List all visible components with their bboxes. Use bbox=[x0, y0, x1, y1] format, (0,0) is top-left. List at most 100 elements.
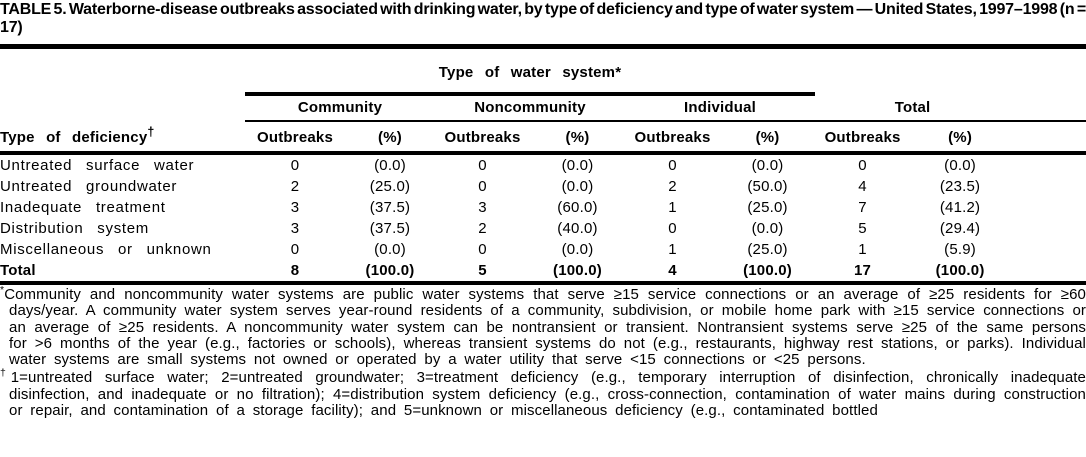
cell-value: 5 bbox=[858, 220, 867, 237]
cell-value: (37.5) bbox=[369, 220, 411, 237]
group-header-community: Community bbox=[245, 94, 435, 122]
cell-value: (0.0) bbox=[561, 157, 594, 174]
cell-value: 0 bbox=[290, 157, 300, 174]
footnote-text: 1=untreated surface water; 2=untreated g… bbox=[9, 369, 1086, 420]
spacer-cell bbox=[1010, 94, 1086, 122]
cell-value: (41.2) bbox=[939, 199, 981, 216]
col-header-percent: (%) bbox=[910, 121, 1011, 155]
total-row: Total 8 (100.0) 5 (100.0) 4 (100.0) 17 (… bbox=[0, 260, 1086, 285]
cell-value: (100.0) bbox=[720, 260, 816, 285]
cell-value: (37.5) bbox=[369, 199, 411, 216]
cell-value: (29.4) bbox=[939, 220, 981, 237]
cell-value: (40.0) bbox=[557, 220, 598, 237]
spanner-text: Type of water system bbox=[438, 64, 616, 81]
cell-value: 2 bbox=[290, 178, 300, 195]
deficiency-column-header: Type of deficiency† bbox=[0, 121, 245, 155]
cell-value: (100.0) bbox=[910, 260, 1011, 285]
cell-value: (50.0) bbox=[747, 178, 788, 195]
deficiency-footnote-mark: † bbox=[147, 125, 155, 139]
row-label: Total bbox=[0, 260, 245, 285]
group-header-row: Community Noncommunity Individual Total bbox=[0, 94, 1086, 122]
horizontal-rule-top bbox=[0, 44, 1086, 49]
cell-value: 0 bbox=[478, 241, 487, 258]
cell-value: 4 bbox=[858, 178, 867, 195]
group-header-individual: Individual bbox=[625, 94, 816, 122]
footnote-mark-asterisk: * bbox=[0, 284, 5, 296]
table-row: Distribution system 3 (37.5) 2 (40.0) 0 … bbox=[0, 218, 1086, 239]
col-header-percent: (%) bbox=[720, 121, 816, 155]
col-header-percent: (%) bbox=[345, 121, 435, 155]
spacer-cell bbox=[1010, 153, 1086, 176]
row-label: Inadequate treatment bbox=[0, 199, 166, 216]
spacer-cell bbox=[0, 49, 245, 94]
cell-value: (60.0) bbox=[557, 199, 598, 216]
cell-value: 1 bbox=[668, 199, 677, 216]
cell-value: (0.0) bbox=[561, 241, 594, 258]
cell-value: 2 bbox=[478, 220, 487, 237]
cell-value: (0.0) bbox=[374, 241, 406, 258]
cell-value: (0.0) bbox=[944, 157, 976, 174]
spanner-row: Type of water system* bbox=[0, 49, 1086, 96]
cell-value: (0.0) bbox=[751, 220, 784, 237]
cell-value: 0 bbox=[478, 157, 487, 174]
col-header-outbreaks: Outbreaks bbox=[435, 121, 530, 155]
footnote-water-systems: *Community and noncommunity water system… bbox=[0, 284, 1086, 369]
table-row: Inadequate treatment 3 (37.5) 3 (60.0) 1… bbox=[0, 197, 1086, 218]
cell-value: (25.0) bbox=[747, 241, 788, 258]
group-header-noncommunity: Noncommunity bbox=[435, 94, 625, 122]
column-header-row: Type of deficiency† Outbreaks (%) Outbre… bbox=[0, 121, 1086, 155]
row-label: Miscellaneous or unknown bbox=[0, 241, 212, 258]
cell-value: (5.9) bbox=[944, 241, 976, 258]
cell-value: 3 bbox=[290, 199, 300, 216]
col-header-percent: (%) bbox=[530, 121, 625, 155]
col-header-outbreaks: Outbreaks bbox=[625, 121, 720, 155]
cell-value: 8 bbox=[245, 260, 345, 285]
row-label: Untreated groundwater bbox=[0, 178, 178, 195]
cell-value: 1 bbox=[668, 241, 677, 258]
footnote-text: Community and noncommunity water systems… bbox=[4, 286, 1086, 369]
row-label: Untreated surface water bbox=[0, 157, 195, 174]
spanner-footnote-mark: * bbox=[615, 64, 622, 81]
spacer-cell bbox=[1010, 218, 1086, 239]
footnote-mark-dagger: † bbox=[0, 367, 11, 380]
cell-value: 0 bbox=[858, 157, 867, 174]
spacer-cell bbox=[0, 94, 245, 121]
cell-value: (23.5) bbox=[939, 178, 981, 195]
group-header-total: Total bbox=[815, 94, 1011, 122]
spacer-cell bbox=[1010, 239, 1086, 260]
col-header-outbreaks: Outbreaks bbox=[245, 121, 345, 155]
cell-value: 0 bbox=[290, 241, 300, 258]
spacer-cell bbox=[1010, 197, 1086, 218]
cell-value: 5 bbox=[435, 260, 530, 285]
cell-value: 17 bbox=[815, 260, 911, 285]
spacer-cell bbox=[815, 49, 1086, 94]
table-row: Miscellaneous or unknown 0 (0.0) 0 (0.0)… bbox=[0, 239, 1086, 260]
footnote-deficiency-codes: †1=untreated surface water; 2=untreated … bbox=[0, 367, 1086, 420]
footnotes-section: *Community and noncommunity water system… bbox=[0, 284, 1086, 420]
cell-value: (25.0) bbox=[369, 178, 411, 195]
row-label: Distribution system bbox=[0, 220, 150, 237]
spacer-cell bbox=[1010, 176, 1086, 197]
spacer-cell bbox=[1010, 260, 1086, 285]
cell-value: 0 bbox=[478, 178, 487, 195]
cell-value: 3 bbox=[290, 220, 300, 237]
cell-value: 3 bbox=[478, 199, 487, 216]
cell-value: (25.0) bbox=[747, 199, 788, 216]
deficiency-header-text: Type of deficiency bbox=[0, 129, 148, 146]
cell-value: 7 bbox=[858, 199, 867, 216]
cell-value: 0 bbox=[668, 220, 677, 237]
outbreaks-table: Type of water system* Community Noncommu… bbox=[0, 49, 1086, 285]
cell-value: (0.0) bbox=[374, 157, 406, 174]
cell-value: (100.0) bbox=[345, 260, 435, 285]
cell-value: (100.0) bbox=[530, 260, 625, 285]
spanner-header: Type of water system* bbox=[245, 49, 816, 96]
cell-value: (0.0) bbox=[751, 157, 784, 174]
table-row: Untreated groundwater 2 (25.0) 0 (0.0) 2… bbox=[0, 176, 1086, 197]
table-title: TABLE 5. Waterborne-disease outbreaks as… bbox=[0, 1, 1086, 36]
cell-value: (0.0) bbox=[561, 178, 594, 195]
table-row: Untreated surface water 0 (0.0) 0 (0.0) … bbox=[0, 153, 1086, 176]
cell-value: 4 bbox=[625, 260, 720, 285]
cell-value: 0 bbox=[668, 157, 677, 174]
cell-value: 1 bbox=[858, 241, 867, 258]
spacer-cell bbox=[1010, 121, 1086, 155]
